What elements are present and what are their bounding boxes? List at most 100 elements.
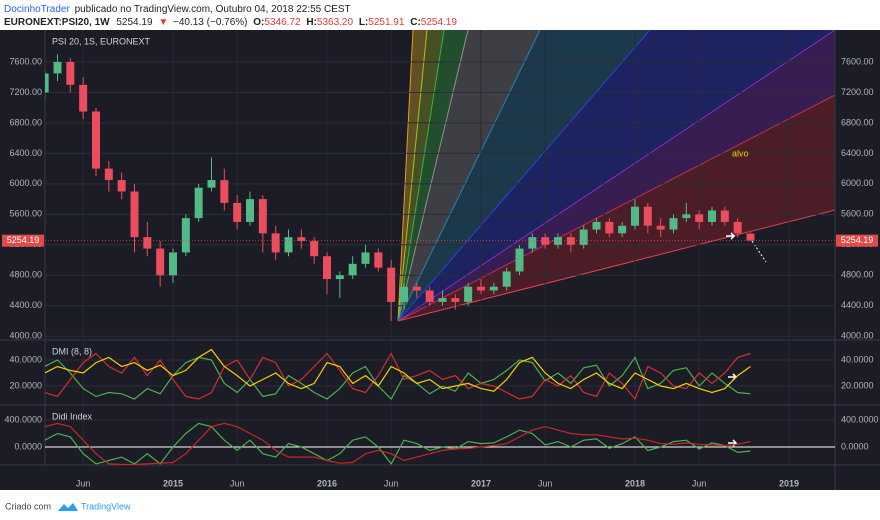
candle-body xyxy=(695,214,704,222)
candle-body xyxy=(53,61,62,74)
y-tick-label: 20.0000 xyxy=(841,380,874,390)
candle-body xyxy=(387,267,396,302)
series-line xyxy=(45,348,751,394)
candle-body xyxy=(310,240,319,257)
last-price-badge xyxy=(2,234,44,247)
ohlc-label: O: xyxy=(253,17,264,28)
panel xyxy=(45,54,835,337)
candle-body xyxy=(297,237,306,241)
y-tick-label: 6400.00 xyxy=(841,148,874,158)
candle-body xyxy=(284,237,293,253)
x-tick-label: Jun xyxy=(76,478,91,488)
y-tick-label: 6800.00 xyxy=(841,117,874,127)
candle-body xyxy=(720,210,729,222)
y-tick-label: 4400.00 xyxy=(9,300,42,310)
brand[interactable]: TradingView xyxy=(81,501,131,511)
fan-line xyxy=(397,30,428,322)
ohlc-value: 5251.91 xyxy=(368,17,405,28)
header-line-1: DocinhoTrader publicado no TradingView.c… xyxy=(4,4,351,15)
candle-body xyxy=(669,218,678,230)
candle-body xyxy=(682,214,691,219)
fan-line xyxy=(397,30,541,322)
candle-body xyxy=(233,202,242,222)
y-tick-label: 5600.00 xyxy=(841,209,874,219)
y-tick-label: 400.0000 xyxy=(841,414,879,424)
fan-line xyxy=(397,30,469,322)
ohlc-label: L: xyxy=(359,17,368,28)
candle-body xyxy=(643,206,652,226)
ohlc-value: 5363.20 xyxy=(317,17,354,28)
y-tick-label: 4800.00 xyxy=(841,270,874,280)
x-tick-label: Jun xyxy=(384,478,399,488)
candle-body xyxy=(271,233,280,253)
candle-body xyxy=(156,248,165,276)
y-tick-label: 6400.00 xyxy=(9,148,42,158)
brand-logo xyxy=(58,503,78,511)
x-tick-label: Jun xyxy=(538,478,553,488)
author[interactable]: DocinhoTrader xyxy=(4,4,70,15)
candle-body xyxy=(541,237,550,245)
change: −40.13 (−0.76%) xyxy=(173,17,248,28)
last-price-label: 5254.19 xyxy=(841,235,874,245)
candle-body xyxy=(181,218,190,253)
candle-body xyxy=(194,187,203,219)
candle-body xyxy=(335,275,344,280)
candle-body xyxy=(451,298,460,302)
x-tick-label: 2019 xyxy=(779,478,799,488)
y-tick-label: 4000.00 xyxy=(9,331,42,341)
panel-title: DMI (8, 8) xyxy=(52,346,92,356)
ohlc-value: 5346.72 xyxy=(264,17,301,28)
candle-body xyxy=(425,290,434,302)
fan-line xyxy=(397,30,835,322)
annotation: alvo xyxy=(732,148,749,158)
candle-body xyxy=(79,84,88,112)
candle-body xyxy=(169,252,177,276)
candle-body xyxy=(130,191,139,238)
fan-line xyxy=(397,209,835,322)
candle-body xyxy=(104,168,113,181)
candle-body xyxy=(143,237,152,249)
candle-body xyxy=(117,180,126,192)
candle-body xyxy=(489,286,498,291)
y-tick-label: 40.0000 xyxy=(841,354,874,364)
footer-bar xyxy=(0,490,880,520)
series-line xyxy=(45,422,751,465)
candle-body xyxy=(361,252,370,264)
candle-body xyxy=(579,229,588,245)
candle-body xyxy=(92,111,100,169)
gann-fan xyxy=(397,30,835,322)
fan-line xyxy=(397,30,414,322)
candle-body xyxy=(348,263,357,276)
candle-body xyxy=(258,199,267,234)
candle-body xyxy=(464,286,473,302)
x-tick-label: 2015 xyxy=(163,478,183,488)
y-tick-label: 400.0000 xyxy=(4,414,42,424)
panel-borders xyxy=(0,30,880,490)
candle-body xyxy=(618,225,627,234)
candle-body xyxy=(207,180,216,188)
y-tick-label: 7600.00 xyxy=(841,56,874,66)
fan-lines xyxy=(397,30,835,322)
candle-body xyxy=(66,61,75,85)
y-tick-label: 7600.00 xyxy=(9,56,42,66)
y-tick-label: 6000.00 xyxy=(9,178,42,188)
change-arrow: ▼ xyxy=(158,17,168,28)
y-tick-label: 7200.00 xyxy=(841,87,874,97)
candle-body xyxy=(246,199,254,222)
candle-body xyxy=(374,252,383,268)
candle-body xyxy=(708,210,716,222)
y-tick-label: 20.0000 xyxy=(9,380,42,390)
fan-line xyxy=(397,30,445,322)
panel-title: PSI 20, 1S, EURONEXT xyxy=(52,36,151,46)
y-tick-label: 0.0000 xyxy=(841,441,869,451)
x-tick-label: 2017 xyxy=(471,478,491,488)
x-tick-label: 2018 xyxy=(625,478,645,488)
x-tick-label: 2016 xyxy=(317,478,337,488)
candle-body xyxy=(438,298,447,302)
header-bar xyxy=(0,0,880,30)
series-line xyxy=(45,352,751,401)
y-tick-label: 6800.00 xyxy=(9,117,42,127)
panel xyxy=(45,419,835,465)
candle-body xyxy=(656,225,665,230)
